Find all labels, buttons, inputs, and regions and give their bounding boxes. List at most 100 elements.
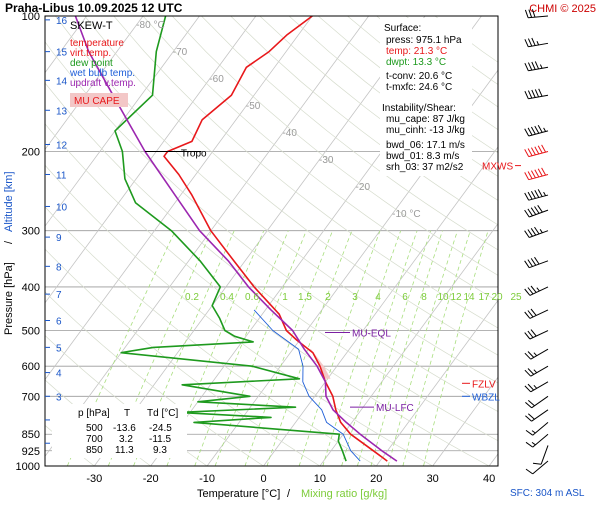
barb-half xyxy=(537,41,539,45)
barb-flag xyxy=(525,63,528,70)
barb-flag xyxy=(528,352,534,358)
barb-flag xyxy=(535,207,540,214)
wind-barb xyxy=(525,366,548,376)
altitude-label-7: 7 xyxy=(56,290,62,301)
mixing-ratio-label: 3 xyxy=(352,292,358,303)
barb-flag xyxy=(539,89,542,97)
mixing-ratio-label: 8 xyxy=(421,292,427,303)
pressure-tick-300: 300 xyxy=(22,226,40,238)
ylabel-pressure: Pressure [hPa] xyxy=(3,262,15,335)
barb-flag xyxy=(538,169,542,176)
mixing-ratio-label: 17 xyxy=(478,292,490,303)
wind-barb xyxy=(525,286,548,295)
barb-flag xyxy=(528,192,532,199)
dry-adiabat xyxy=(0,16,320,466)
barb-flag xyxy=(526,469,533,474)
wind-barbs xyxy=(525,9,548,474)
isotherm-label: -10 °C xyxy=(392,209,420,220)
wind-barb xyxy=(525,349,548,359)
isotherm-label: -50 xyxy=(246,101,261,112)
surface-tmxfc: t-mxfc: 24.6 °C xyxy=(386,82,452,93)
legend: SKEW-T temperature virt.temp. dew point … xyxy=(69,20,136,107)
wind-barb xyxy=(525,189,548,200)
isotherm-label: -40 xyxy=(282,128,297,139)
altitude-label-14: 14 xyxy=(56,76,68,87)
isotherm-label: -80 °C xyxy=(136,20,164,31)
mixing-ratio-line xyxy=(342,231,418,466)
barb-flag xyxy=(528,331,533,337)
mixing-ratio-line xyxy=(323,231,401,466)
barb-flag xyxy=(532,90,535,98)
isotherm-labels: -80 °C-70-60-50-40-30-20-10 °C xyxy=(136,20,420,220)
barb-flag xyxy=(525,91,528,99)
barb-half xyxy=(537,288,540,291)
surface-dwpt: dwpt: 13.3 °C xyxy=(386,57,446,68)
barb-flag xyxy=(535,257,540,264)
barb-flag xyxy=(525,10,528,18)
isotherm-label: -60 xyxy=(209,74,224,85)
wind-barb xyxy=(533,445,548,464)
altitude-label-11: 11 xyxy=(56,170,67,181)
wind-barb xyxy=(525,89,548,99)
altitude-label-16: 16 xyxy=(56,16,68,27)
fzlv-label: FZLV xyxy=(472,379,496,390)
barb-flag xyxy=(531,148,535,155)
barb-half xyxy=(532,431,535,433)
mixing-ratio-line xyxy=(424,231,489,466)
barb-flag xyxy=(525,261,530,268)
wind-barb xyxy=(525,309,548,318)
barb-flag xyxy=(535,147,539,154)
barb-flag xyxy=(538,205,543,212)
instab-mucape: mu_cape: 87 J/kg xyxy=(386,114,465,125)
xlabel-temperature: Temperature [°C] xyxy=(197,488,280,500)
wind-barb xyxy=(525,61,548,70)
barb-shaft xyxy=(532,410,548,421)
mixing-ratio-label: 20 xyxy=(491,292,503,303)
barb-flag xyxy=(525,129,529,136)
barb-shaft xyxy=(533,434,548,447)
wind-barb xyxy=(526,461,548,474)
table-header-td: Td [°C] xyxy=(147,408,178,419)
temp-tick-10: 10 xyxy=(314,473,326,485)
isotherm-line xyxy=(0,16,312,466)
table-row-500-p: 500 xyxy=(86,423,103,434)
barb-flag xyxy=(526,442,533,447)
instab-title: Instability/Shear: xyxy=(382,103,456,114)
altitude-label-5: 5 xyxy=(56,343,62,354)
barb-shaft xyxy=(533,461,548,474)
isotherm-label: -70 xyxy=(173,47,188,58)
barb-flag xyxy=(528,288,533,294)
xlabel-separator: / xyxy=(287,488,291,500)
series-temperature xyxy=(164,16,387,461)
temp-tick-20: 20 xyxy=(370,473,382,485)
barb-half xyxy=(534,353,537,356)
wind-barb xyxy=(526,434,548,447)
mixing-ratio-label: 0.4 xyxy=(220,292,234,303)
pressure-tick-600: 600 xyxy=(22,361,40,373)
barb-flag xyxy=(528,384,534,390)
barb-flag xyxy=(535,61,538,69)
barb-flag xyxy=(528,91,531,99)
wbzl-label: WBZL xyxy=(472,392,500,403)
mixing-ratio-label: 10 xyxy=(437,292,449,303)
barb-half xyxy=(534,385,537,388)
barb-flag xyxy=(528,172,532,179)
mixing-ratio-label: 1 xyxy=(282,292,288,303)
pressure-tick-700: 700 xyxy=(22,391,40,403)
mixing-ratio-label: 0.2 xyxy=(185,292,199,303)
barb-flag xyxy=(535,190,539,197)
temp-tick--30: -30 xyxy=(86,473,102,485)
barb-flag xyxy=(535,89,538,97)
barb-half xyxy=(540,65,542,69)
barb-flag xyxy=(538,125,542,132)
wind-barb xyxy=(525,257,548,268)
isotherm-label: -30 xyxy=(319,155,334,166)
legend-title: SKEW-T xyxy=(70,20,113,32)
barb-flag xyxy=(531,258,536,265)
barb-flag xyxy=(531,171,535,178)
barb-flag xyxy=(525,402,531,407)
sfc-label: SFC: 304 m ASL xyxy=(510,488,585,499)
legend-cape: MU CAPE xyxy=(74,96,120,107)
surface-press: press: 975.1 hPa xyxy=(386,35,462,46)
barb-flag xyxy=(525,172,529,179)
